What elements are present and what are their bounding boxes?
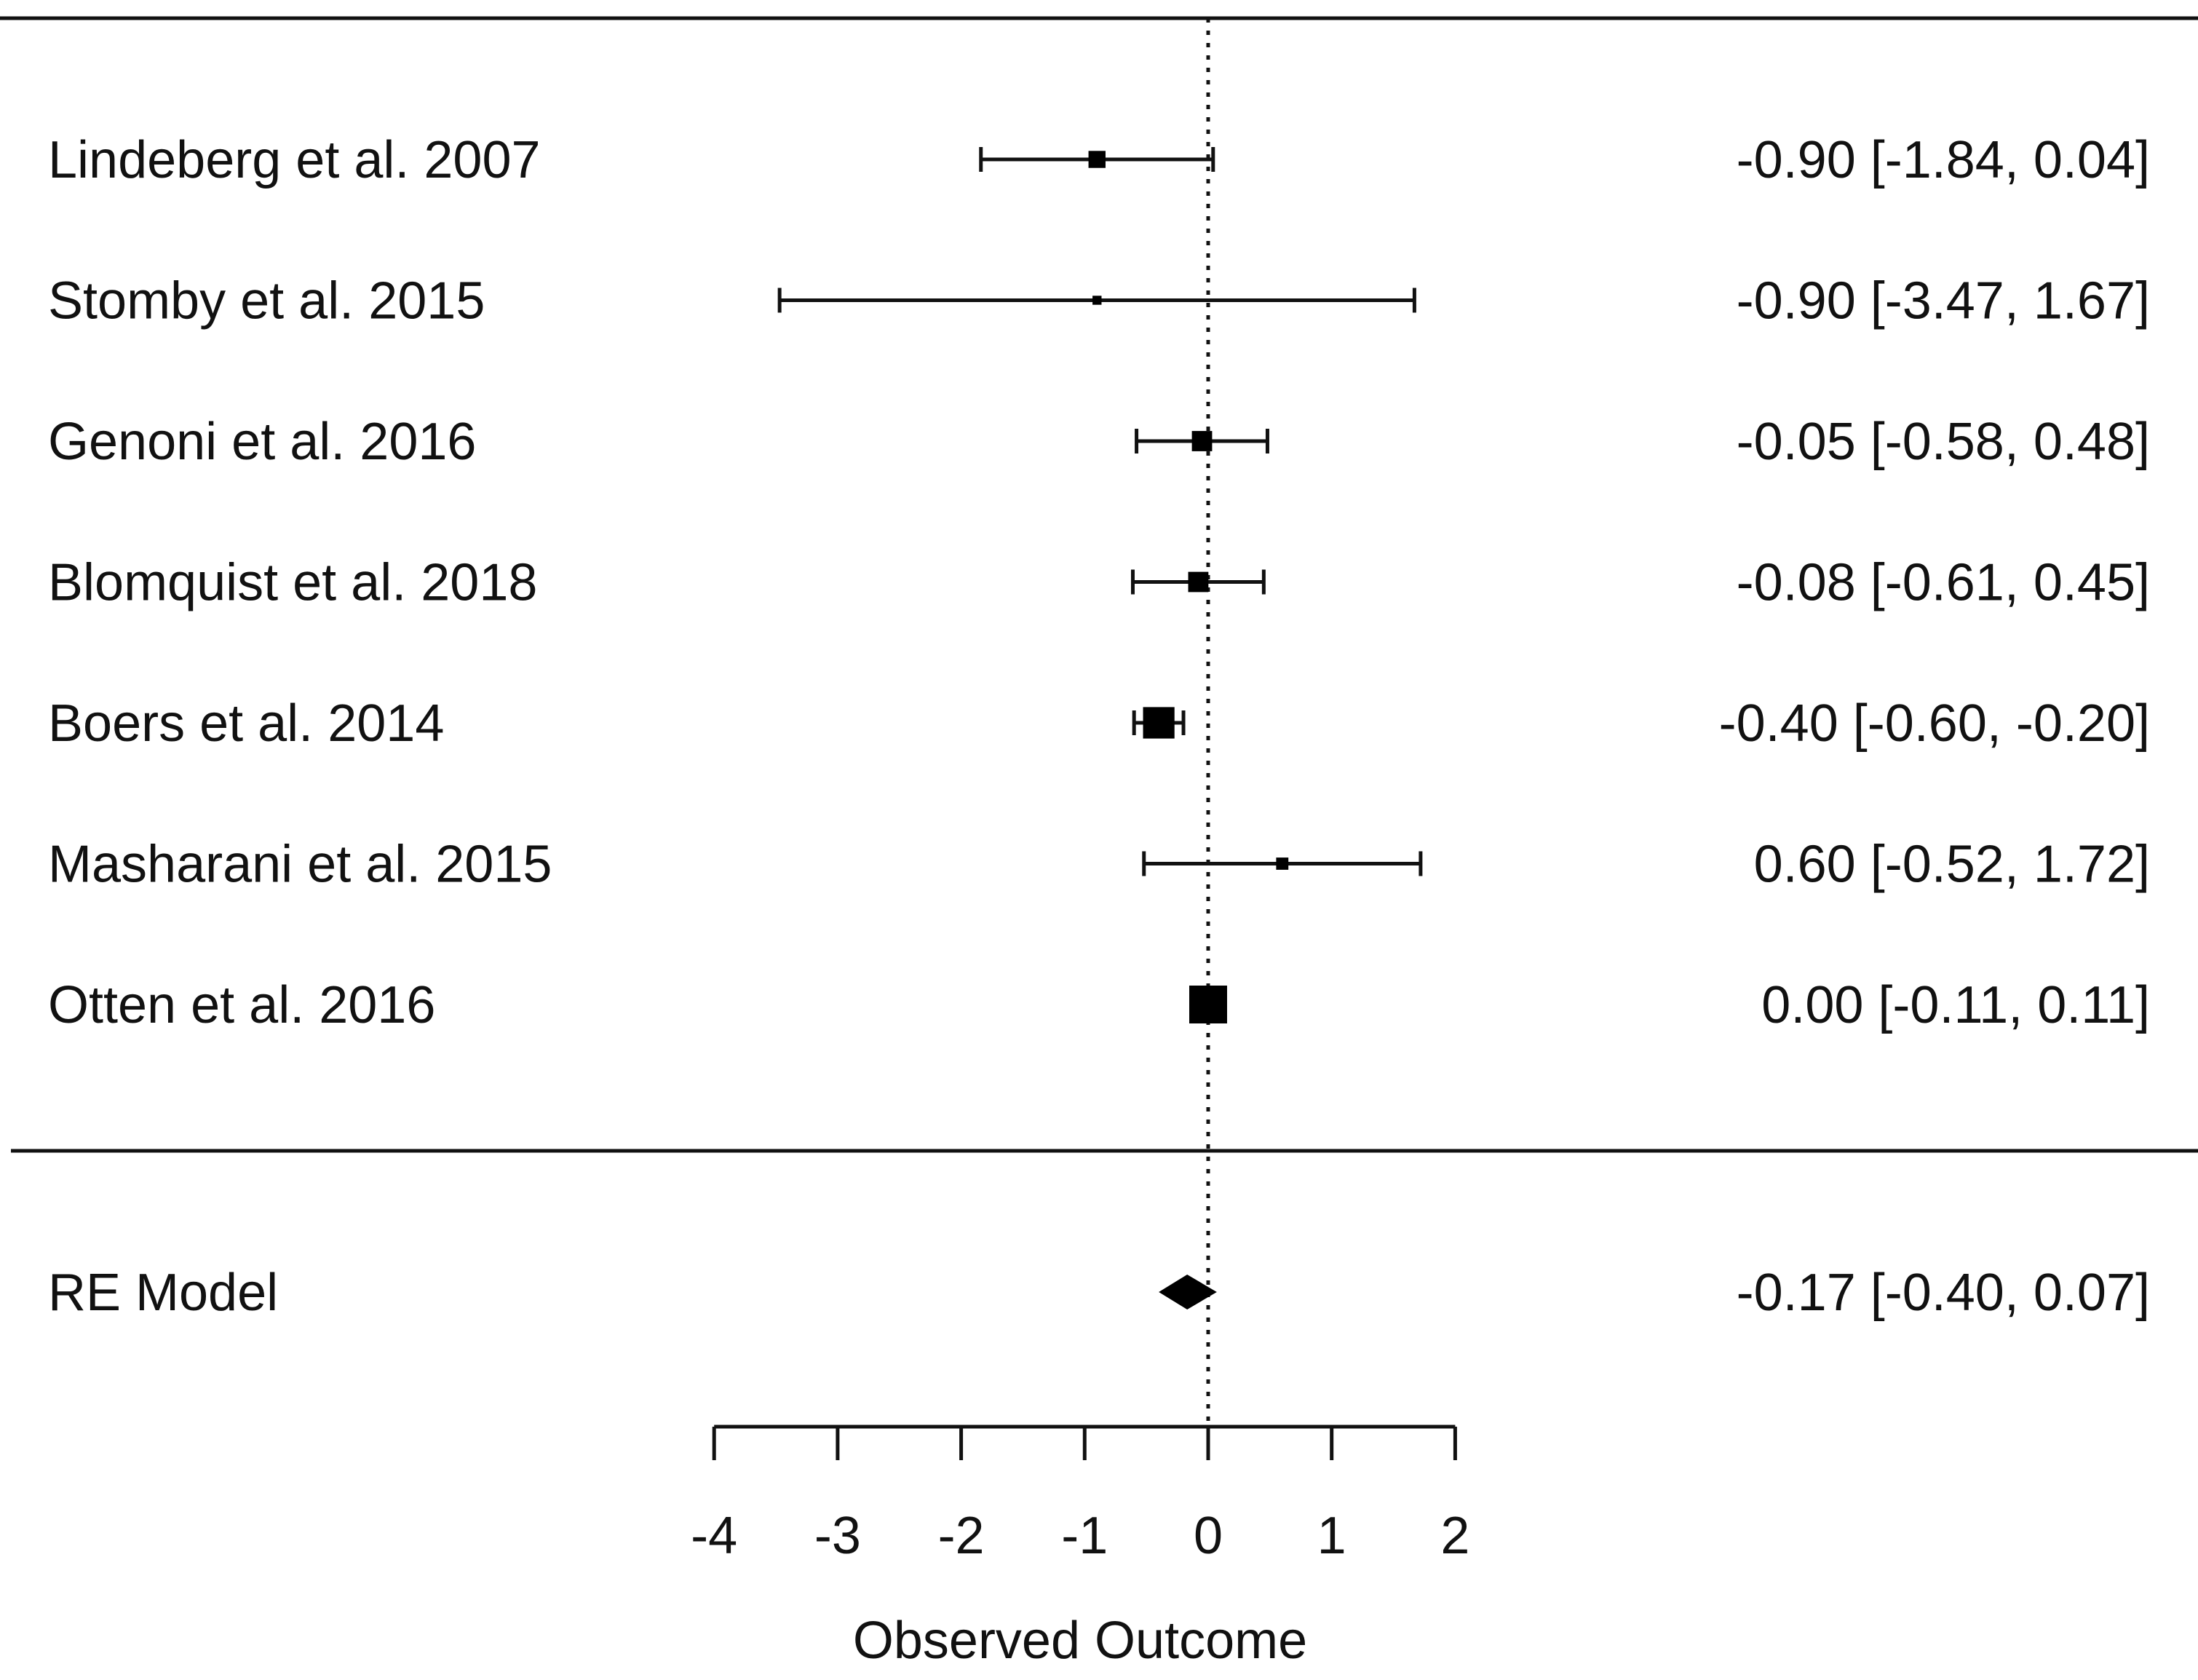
point-estimate-marker bbox=[1143, 707, 1175, 739]
study-label: Otten et al. 2016 bbox=[48, 976, 435, 1034]
study-label: Genoni et al. 2016 bbox=[48, 413, 476, 471]
x-tick-label: 0 bbox=[1194, 1507, 1223, 1565]
summary-label: RE Model bbox=[48, 1264, 278, 1322]
study-row: Stomby et al. 2015 -0.90 [-3.47, 1.67] bbox=[48, 272, 2150, 330]
point-estimate-marker bbox=[1191, 431, 1213, 451]
x-tick-label: -4 bbox=[691, 1507, 737, 1565]
x-tick-label: -3 bbox=[814, 1507, 861, 1565]
study-label: Masharani et al. 2015 bbox=[48, 836, 552, 894]
study-label: Lindeberg et al. 2007 bbox=[48, 131, 541, 189]
study-estimate-text: 0.00 [-0.11, 0.11] bbox=[1761, 976, 2150, 1034]
point-estimate-marker bbox=[1092, 296, 1102, 305]
study-estimate-text: 0.60 [-0.52, 1.72] bbox=[1754, 836, 2150, 894]
summary-estimate-text: -0.17 [-0.40, 0.07] bbox=[1737, 1264, 2150, 1322]
summary-row: RE Model -0.17 [-0.40, 0.07] bbox=[48, 1264, 2150, 1322]
study-row: Boers et al. 2014 -0.40 [-0.60, -0.20] bbox=[48, 694, 2150, 753]
point-estimate-marker bbox=[1188, 571, 1209, 593]
x-tick-label: 1 bbox=[1317, 1507, 1346, 1565]
x-axis: -4 -3 -2 -1 0 1 2 bbox=[691, 1425, 1469, 1565]
x-tick-label: 2 bbox=[1440, 1507, 1469, 1565]
point-estimate-marker bbox=[1088, 151, 1106, 168]
study-estimate-text: -0.08 [-0.61, 0.45] bbox=[1737, 554, 2150, 612]
point-estimate-marker bbox=[1189, 986, 1227, 1023]
study-rows: Lindeberg et al. 2007 -0.90 [-1.84, 0.04]… bbox=[48, 131, 2150, 1034]
study-row: Blomquist et al. 2018 -0.08 [-0.61, 0.45] bbox=[48, 554, 2150, 612]
x-tick-label: -1 bbox=[1061, 1507, 1108, 1565]
study-estimate-text: -0.90 [-1.84, 0.04] bbox=[1737, 131, 2150, 189]
study-estimate-text: -0.40 [-0.60, -0.20] bbox=[1719, 694, 2150, 753]
x-axis-ticks: -4 -3 -2 -1 0 1 2 bbox=[691, 1427, 1469, 1565]
study-label: Stomby et al. 2015 bbox=[48, 272, 485, 330]
x-axis-label: Observed Outcome bbox=[853, 1612, 1307, 1670]
study-estimate-text: -0.05 [-0.58, 0.48] bbox=[1737, 413, 2150, 471]
study-row: Lindeberg et al. 2007 -0.90 [-1.84, 0.04] bbox=[48, 131, 2150, 189]
study-estimate-text: -0.90 [-3.47, 1.67] bbox=[1737, 272, 2150, 330]
study-label: Blomquist et al. 2018 bbox=[48, 554, 537, 612]
x-tick-label: -2 bbox=[938, 1507, 985, 1565]
study-label: Boers et al. 2014 bbox=[48, 694, 444, 753]
point-estimate-marker bbox=[1276, 857, 1289, 870]
summary-diamond bbox=[1159, 1275, 1217, 1309]
study-row: Masharani et al. 2015 0.60 [-0.52, 1.72] bbox=[48, 836, 2150, 894]
study-row: Genoni et al. 2016 -0.05 [-0.58, 0.48] bbox=[48, 413, 2150, 471]
study-row: Otten et al. 2016 0.00 [-0.11, 0.11] bbox=[48, 976, 2150, 1034]
